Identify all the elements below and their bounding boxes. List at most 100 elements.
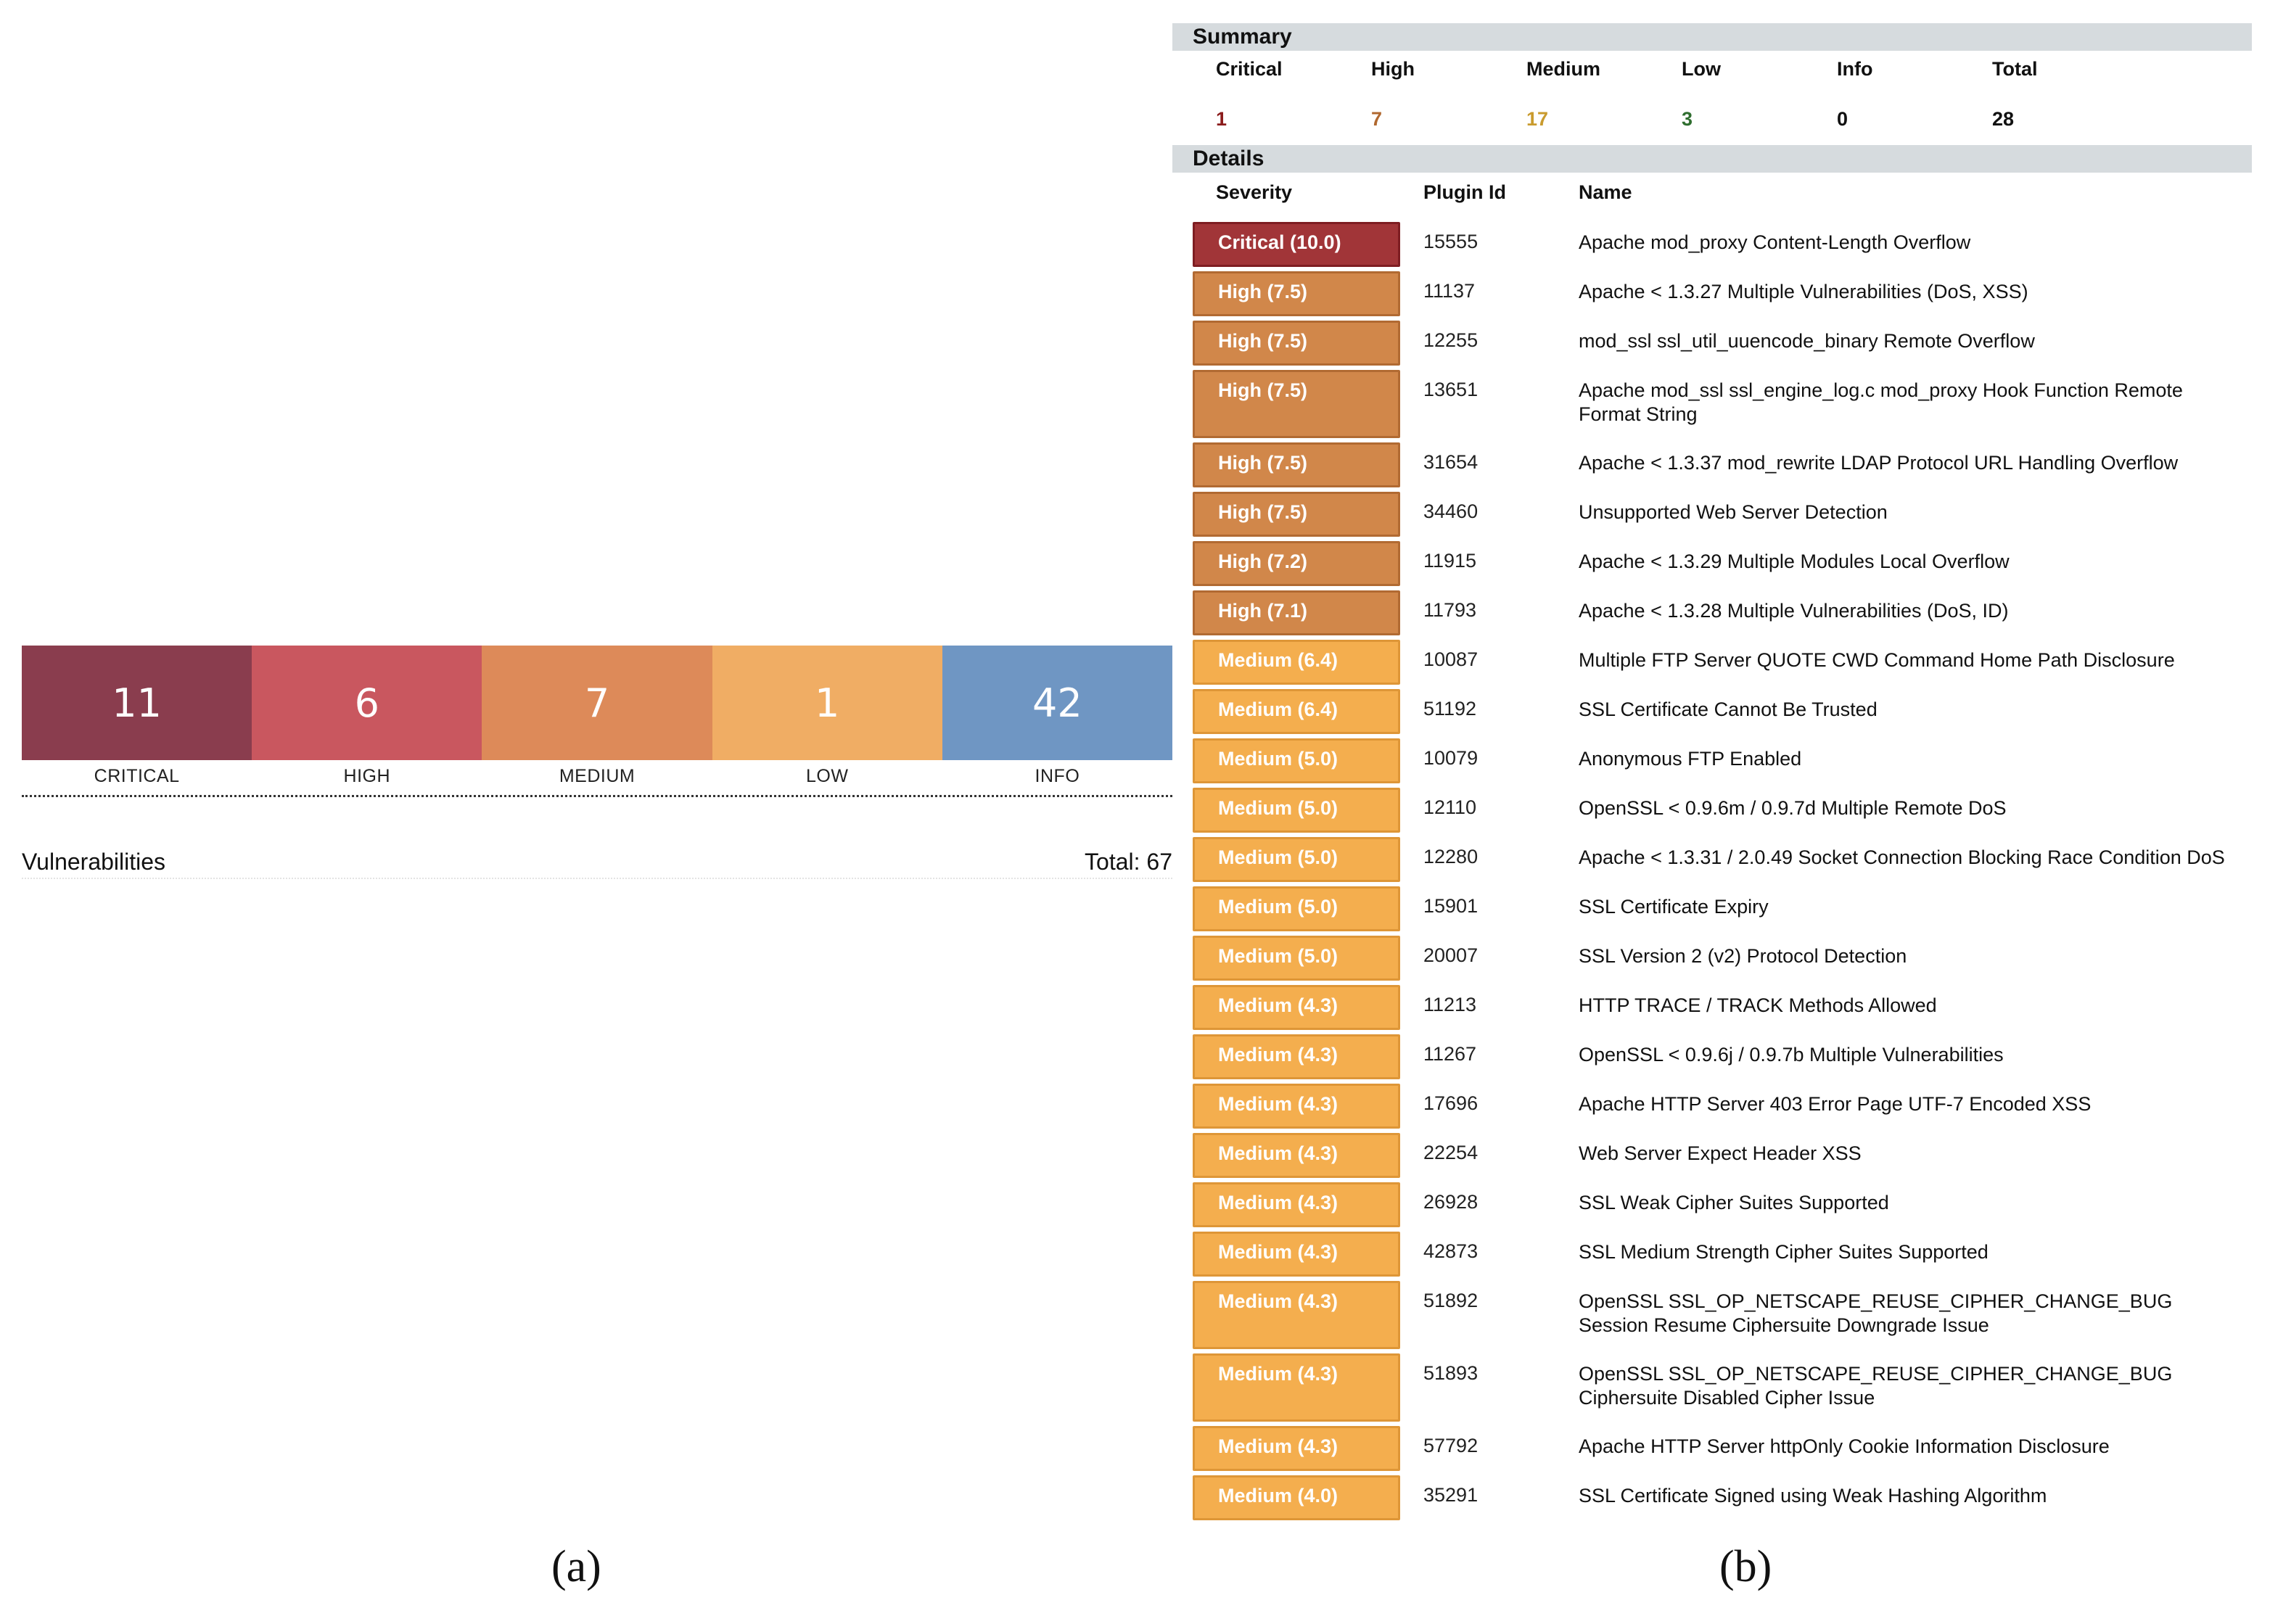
severity-badge: High (7.5) — [1193, 370, 1400, 438]
table-row[interactable]: High (7.1) 11793 Apache < 1.3.28 Multiple … — [1172, 589, 2252, 638]
severity-badge: Medium (4.0) — [1193, 1475, 1400, 1520]
summary-critical: Critical 1 — [1216, 58, 1361, 131]
severity-badge: Medium (4.3) — [1193, 1353, 1400, 1422]
high-count: 6 — [354, 680, 379, 726]
severity-segment-high[interactable]: 6 — [252, 646, 482, 760]
severity-overview-panel: 11 6 7 1 42 CRITICAL HIGH MEDIUM LOW INF… — [22, 646, 1173, 907]
table-row[interactable]: Medium (4.3) 11267 OpenSSL < 0.9.6j / 0.9.… — [1172, 1033, 2252, 1082]
faint-divider — [22, 878, 1172, 879]
severity-segment-info[interactable]: 42 — [942, 646, 1173, 760]
severity-badge: Medium (5.0) — [1193, 936, 1400, 981]
summary-low: Low 3 — [1682, 58, 1827, 131]
summary-label: Critical — [1216, 58, 1283, 80]
details-column-headers: Severity Plugin Id Name — [1172, 181, 2252, 210]
critical-label: CRITICAL — [94, 766, 180, 786]
table-row[interactable]: Medium (6.4) 51192 SSL Certificate Cannot … — [1172, 688, 2252, 737]
plugin-name: SSL Version 2 (v2) Protocol Detection — [1579, 945, 1907, 967]
table-row[interactable]: Medium (4.3) 17696 Apache HTTP Server 403 … — [1172, 1082, 2252, 1132]
plugin-id: 35291 — [1423, 1484, 1479, 1506]
table-row[interactable]: High (7.5) 12255 mod_ssl ssl_util_uuencode… — [1172, 319, 2252, 368]
plugin-name: SSL Certificate Expiry — [1579, 896, 1769, 918]
severity-badge: Medium (4.3) — [1193, 1426, 1400, 1471]
severity-segment-medium[interactable]: 7 — [482, 646, 712, 760]
table-row[interactable]: High (7.5) 11137 Apache < 1.3.27 Multiple … — [1172, 270, 2252, 319]
plugin-name: Apache < 1.3.27 Multiple Vulnerabilities… — [1579, 281, 2028, 302]
severity-badge: Medium (5.0) — [1193, 886, 1400, 931]
severity-badge: Medium (4.3) — [1193, 985, 1400, 1030]
table-row[interactable]: High (7.5) 31654 Apache < 1.3.37 mod_rewri… — [1172, 441, 2252, 490]
table-row[interactable]: Medium (4.3) 42873 SSL Medium Strength Cip… — [1172, 1230, 2252, 1279]
plugin-name: Unsupported Web Server Detection — [1579, 501, 1888, 523]
table-row[interactable]: Medium (4.3) 51893 OpenSSL SSL_OP_NETSCAPE… — [1172, 1352, 2252, 1425]
plugin-id: 15555 — [1423, 231, 1479, 252]
severity-badge: High (7.5) — [1193, 271, 1400, 316]
table-row[interactable]: Medium (5.0) 10079 Anonymous FTP Enabled — [1172, 737, 2252, 786]
table-row[interactable]: Medium (5.0) 12110 OpenSSL < 0.9.6m / 0.9.… — [1172, 786, 2252, 836]
plugin-id-column-header: Plugin Id — [1423, 181, 1506, 203]
severity-badge: Medium (6.4) — [1193, 689, 1400, 734]
plugin-name: Apache < 1.3.37 mod_rewrite LDAP Protoco… — [1579, 452, 2179, 474]
plugin-name: Apache mod_proxy Content-Length Overflow — [1579, 231, 1971, 253]
summary-header: Summary — [1172, 23, 2252, 51]
table-row[interactable]: Medium (4.3) 26928 SSL Weak Cipher Suites … — [1172, 1181, 2252, 1230]
table-row[interactable]: Medium (4.3) 11213 HTTP TRACE / TRACK Meth… — [1172, 984, 2252, 1033]
severity-segment-critical[interactable]: 11 — [22, 646, 252, 760]
table-row[interactable]: Medium (6.4) 10087 Multiple FTP Server QUO… — [1172, 638, 2252, 688]
severity-badge: Medium (4.3) — [1193, 1034, 1400, 1079]
plugin-name: SSL Certificate Signed using Weak Hashin… — [1579, 1485, 2047, 1506]
summary-label: Info — [1837, 58, 1873, 80]
caption-b: (b) — [1719, 1542, 1772, 1591]
plugin-id: 31654 — [1423, 451, 1479, 473]
severity-segment-low[interactable]: 1 — [712, 646, 942, 760]
plugin-id: 51892 — [1423, 1290, 1479, 1311]
plugin-id: 12280 — [1423, 846, 1479, 867]
plugin-name: HTTP TRACE / TRACK Methods Allowed — [1579, 994, 1937, 1016]
plugin-name: Apache HTTP Server 403 Error Page UTF-7 … — [1579, 1093, 2092, 1115]
plugin-id: 51192 — [1423, 698, 1477, 720]
table-row[interactable]: Medium (5.0) 15901 SSL Certificate Expiry — [1172, 885, 2252, 934]
plugin-name: SSL Medium Strength Cipher Suites Suppor… — [1579, 1241, 1989, 1263]
plugin-id: 42873 — [1423, 1240, 1479, 1262]
plugin-name: OpenSSL < 0.9.6m / 0.9.7d Multiple Remot… — [1579, 797, 2007, 819]
plugin-name: Web Server Expect Header XSS — [1579, 1142, 1862, 1164]
vulnerabilities-title: Vulnerabilities — [22, 849, 166, 875]
severity-badge: Medium (5.0) — [1193, 738, 1400, 783]
plugin-name: mod_ssl ssl_util_uuencode_binary Remote … — [1579, 330, 2035, 352]
severity-badge: Critical (10.0) — [1193, 222, 1400, 267]
summary-label: Total — [1992, 58, 2038, 80]
plugin-id: 11137 — [1423, 280, 1476, 302]
summary-label: High — [1371, 58, 1415, 80]
table-row[interactable]: Medium (4.0) 35291 SSL Certificate Signed … — [1172, 1474, 2252, 1523]
plugin-id: 13651 — [1423, 379, 1479, 400]
table-row[interactable]: Medium (5.0) 12280 Apache < 1.3.31 / 2.0.4… — [1172, 836, 2252, 885]
table-row[interactable]: High (7.5) 34460 Unsupported Web Server De… — [1172, 490, 2252, 540]
plugin-id: 12255 — [1423, 329, 1479, 351]
severity-badge: High (7.1) — [1193, 590, 1400, 635]
table-row[interactable]: Medium (5.0) 20007 SSL Version 2 (v2) Prot… — [1172, 934, 2252, 984]
table-row[interactable]: Medium (4.3) 22254 Web Server Expect Heade… — [1172, 1132, 2252, 1181]
plugin-id: 57792 — [1423, 1435, 1479, 1456]
table-row[interactable]: High (7.5) 13651 Apache mod_ssl ssl_engine… — [1172, 368, 2252, 441]
plugin-id: 34460 — [1423, 500, 1479, 522]
plugin-name: OpenSSL SSL_OP_NETSCAPE_REUSE_CIPHER_CHA… — [1579, 1290, 2173, 1336]
plugin-name: Anonymous FTP Enabled — [1579, 748, 1802, 770]
details-header: Details — [1172, 145, 2252, 173]
summary-value: 28 — [1992, 108, 2015, 130]
plugin-name: OpenSSL < 0.9.6j / 0.9.7b Multiple Vulne… — [1579, 1044, 2004, 1066]
table-row[interactable]: Medium (4.3) 51892 OpenSSL SSL_OP_NETSCAPE… — [1172, 1279, 2252, 1352]
plugin-name: SSL Certificate Cannot Be Trusted — [1579, 698, 1878, 720]
plugin-name: Apache HTTP Server httpOnly Cookie Infor… — [1579, 1435, 2110, 1457]
table-row[interactable]: High (7.2) 11915 Apache < 1.3.29 Multiple … — [1172, 540, 2252, 589]
severity-badge: Medium (4.3) — [1193, 1281, 1400, 1349]
plugin-name: Multiple FTP Server QUOTE CWD Command Ho… — [1579, 649, 2175, 671]
summary-value: 17 — [1526, 108, 1549, 130]
details-table: Critical (10.0) 15555 Apache mod_proxy Con… — [1172, 220, 2252, 1523]
plugin-id: 11213 — [1423, 994, 1477, 1015]
plugin-id: 10087 — [1423, 648, 1479, 670]
severity-column-header: Severity — [1216, 181, 1293, 203]
table-row[interactable]: Critical (10.0) 15555 Apache mod_proxy Con… — [1172, 220, 2252, 270]
critical-count: 11 — [112, 680, 162, 726]
table-row[interactable]: Medium (4.3) 57792 Apache HTTP Server http… — [1172, 1425, 2252, 1474]
name-column-header: Name — [1579, 181, 1632, 203]
divider — [22, 795, 1172, 797]
